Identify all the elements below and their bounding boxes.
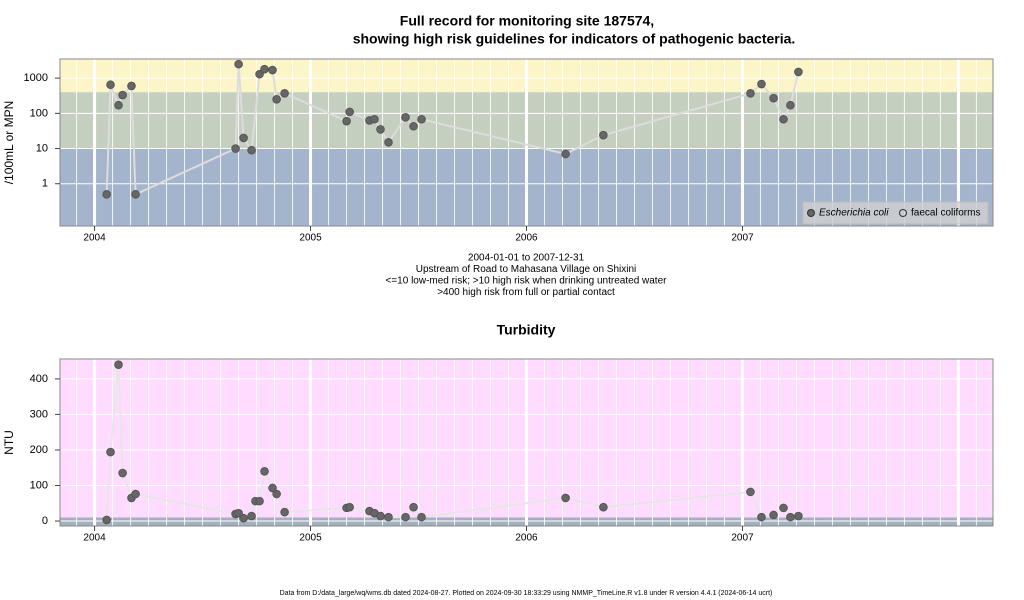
chart-title: Full record for monitoring site 187574, — [400, 13, 654, 29]
data-point — [118, 90, 127, 100]
data-point — [417, 114, 426, 124]
data-point — [260, 466, 269, 476]
data-point — [794, 67, 803, 77]
data-point — [114, 360, 123, 369]
y-tick-label: 1 — [42, 178, 48, 190]
x-tick-label: 2005 — [299, 233, 322, 244]
data-point — [384, 512, 393, 522]
data-point — [345, 107, 354, 117]
data-point — [127, 81, 136, 91]
y-tick-label: 200 — [30, 444, 48, 456]
x-tick-label: 2005 — [299, 533, 322, 544]
data-point — [376, 125, 385, 134]
data-point — [131, 489, 140, 499]
chart-title: Turbidity — [497, 322, 556, 338]
data-point — [757, 512, 766, 522]
subtitle: 2004-01-01 to 2007-12-31 — [468, 253, 585, 264]
data-point — [345, 502, 354, 512]
y-tick-label: 100 — [30, 107, 48, 119]
data-point — [769, 93, 778, 103]
data-point — [401, 113, 410, 122]
data-point — [231, 144, 240, 153]
data-point — [106, 80, 115, 90]
data-point — [102, 515, 111, 525]
data-point — [114, 100, 123, 110]
data-point — [401, 512, 410, 522]
data-point — [247, 511, 256, 521]
data-point — [260, 64, 269, 74]
data-point — [280, 89, 289, 98]
data-point — [268, 483, 277, 493]
legend-symbol — [899, 209, 907, 217]
data-point — [786, 100, 795, 110]
data-point — [794, 511, 803, 521]
data-point — [561, 149, 570, 159]
x-tick-label: 2004 — [83, 233, 106, 244]
plot-area — [60, 359, 993, 526]
x-tick-label: 2007 — [731, 533, 754, 544]
legend-label: Escherichia coli — [819, 208, 889, 219]
data-point — [239, 513, 248, 523]
legend-label: faecal coliforms — [911, 208, 980, 219]
data-point — [255, 69, 264, 79]
legend-box — [802, 201, 989, 225]
data-point — [272, 95, 281, 104]
data-point — [106, 447, 115, 457]
subtitle: <=10 low-med risk; >10 high risk when dr… — [386, 276, 668, 287]
data-point — [272, 489, 281, 499]
y-tick-label: 400 — [30, 373, 48, 385]
data-point — [409, 502, 418, 512]
data-point — [757, 79, 766, 89]
data-point — [417, 512, 426, 522]
subtitle: >400 high risk from full or partial cont… — [437, 287, 615, 298]
data-point — [786, 512, 795, 522]
subtitle: Upstream of Road to Mahasana Village on … — [416, 264, 637, 275]
footer: Data from D:/data_large/wq/wms.db dated … — [280, 590, 773, 597]
y-axis-label: NTU — [2, 430, 16, 455]
y-tick-label: 0 — [42, 515, 48, 527]
data-point — [599, 502, 608, 512]
data-point — [746, 487, 755, 497]
data-point — [234, 59, 243, 69]
data-point — [247, 145, 256, 155]
data-point — [255, 496, 264, 506]
data-point — [746, 89, 755, 98]
data-point — [779, 114, 788, 124]
data-point — [384, 138, 393, 147]
plot-area — [60, 59, 993, 226]
data-point — [376, 511, 385, 521]
x-tick-label: 2007 — [731, 233, 754, 244]
y-tick-label: 1000 — [24, 72, 48, 84]
data-point — [280, 507, 289, 517]
data-point — [370, 114, 379, 124]
data-point — [102, 190, 111, 199]
legend-symbol — [807, 209, 815, 217]
data-point — [599, 130, 608, 140]
data-point — [234, 508, 243, 518]
data-point — [779, 503, 788, 513]
data-point — [268, 65, 277, 75]
y-tick-label: 10 — [36, 142, 48, 154]
x-tick-label: 2006 — [515, 533, 538, 544]
data-point — [118, 468, 127, 478]
data-point — [342, 116, 351, 126]
chart-title: showing high risk guidelines for indicat… — [353, 31, 796, 47]
y-tick-label: 300 — [30, 408, 48, 420]
data-point — [239, 133, 248, 143]
x-tick-label: 2004 — [83, 533, 106, 544]
y-tick-label: 100 — [30, 479, 48, 491]
x-tick-label: 2006 — [515, 233, 538, 244]
data-point — [131, 190, 140, 199]
data-point — [769, 510, 778, 520]
y-axis-label: /100mL or MPN — [2, 101, 16, 185]
series-line — [105, 64, 800, 196]
data-point — [561, 493, 570, 503]
data-point — [409, 121, 418, 131]
